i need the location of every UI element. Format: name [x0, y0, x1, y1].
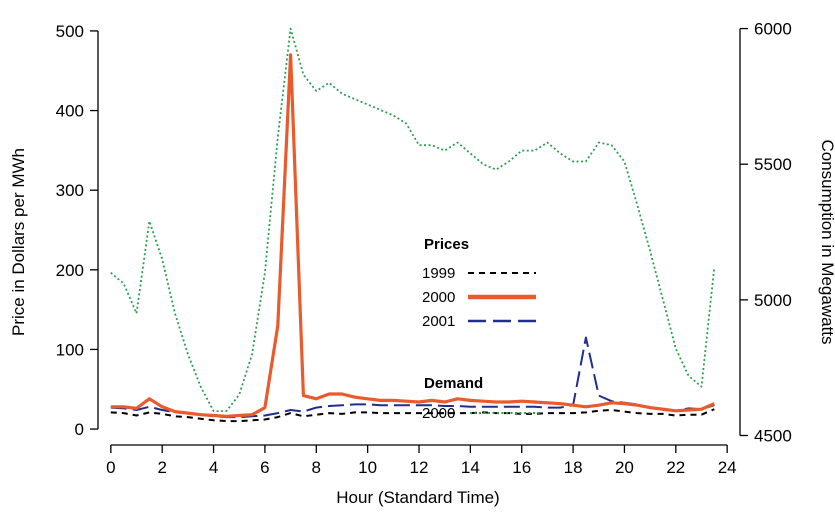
y-axis-left-title: Price in Dollars per MWh [9, 148, 28, 336]
legend-label-1999: 1999 [422, 265, 455, 282]
legend: Prices 1999 2000 2001 Demand 2000 [422, 236, 540, 422]
y-left-tick-label: 500 [56, 22, 84, 41]
series-line-2000-right [110, 27, 716, 413]
legend-label-2000-demand: 2000 [422, 405, 455, 422]
x-tick-label: 4 [209, 458, 218, 477]
legend-heading-prices: Prices [424, 236, 469, 253]
x-tick-label: 8 [312, 458, 321, 477]
x-tick-label: 24 [718, 458, 737, 477]
axes-layer: 0 2 4 6 8 10 12 14 16 18 20 22 240100200300400500450… [56, 20, 792, 477]
y-left-tick-label: 300 [56, 181, 84, 200]
legend-label-2001: 2001 [422, 313, 455, 330]
x-tick-label: 16 [512, 458, 531, 477]
y-left-tick-label: 0 [75, 420, 84, 439]
x-tick-label: 0 [106, 458, 115, 477]
legend-heading-demand: Demand [424, 375, 483, 392]
x-tick-label: 20 [615, 458, 634, 477]
series-layer [110, 27, 716, 423]
series-line-1999-left [110, 408, 715, 423]
y-right-tick-label: 6000 [754, 20, 792, 39]
x-tick-label: 12 [410, 458, 429, 477]
y-left-tick-label: 200 [56, 261, 84, 280]
y-right-tick-label: 5500 [754, 155, 792, 174]
x-tick-label: 14 [461, 458, 480, 477]
y-left-tick-label: 400 [56, 102, 84, 121]
x-axis-title: Hour (Standard Time) [336, 488, 499, 507]
y-axis-right-title: Consumption in Megawatts [818, 139, 835, 344]
x-tick-label: 18 [564, 458, 583, 477]
x-tick-label: 22 [666, 458, 685, 477]
x-tick-label: 2 [157, 458, 166, 477]
x-tick-label: 6 [260, 458, 269, 477]
x-tick-label: 10 [358, 458, 377, 477]
y-left-tick-label: 100 [56, 340, 84, 359]
series-line-2000-left [110, 53, 715, 418]
y-right-tick-label: 5000 [754, 291, 792, 310]
y-right-tick-label: 4500 [754, 427, 792, 446]
legend-label-2000-price: 2000 [422, 289, 455, 306]
